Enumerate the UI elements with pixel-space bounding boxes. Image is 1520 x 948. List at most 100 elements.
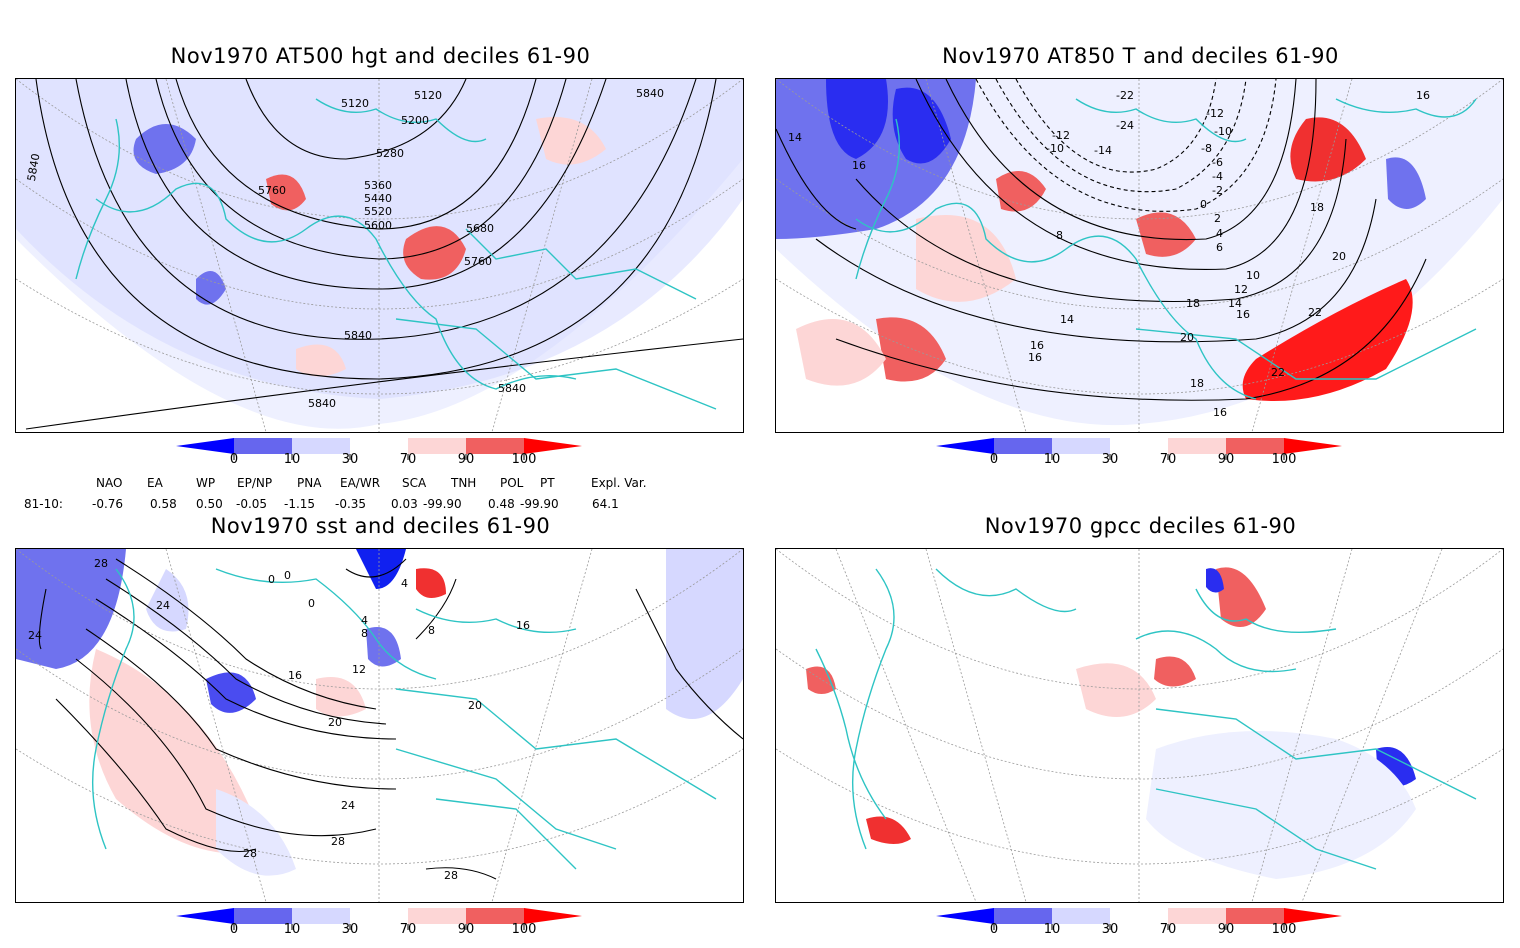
colorbar-swatch <box>466 438 524 454</box>
contour-label: 4 <box>401 577 408 590</box>
index-name: EA <box>147 476 163 490</box>
contour-label: 5840 <box>25 152 43 182</box>
index-value: -99.90 <box>520 497 559 511</box>
index-value: 0.48 <box>488 497 515 511</box>
contour-label: 5280 <box>376 147 404 160</box>
contour-label: 28 <box>243 847 257 860</box>
contour-label: 18 <box>1310 201 1324 214</box>
index-row-label: 81-10: <box>24 497 63 511</box>
contour-label: 20 <box>1332 250 1346 263</box>
contour-label: -12 <box>1052 129 1070 142</box>
contour-label: 0 <box>1200 198 1207 211</box>
contour-label: 0 <box>268 573 275 586</box>
map-panel-500hgt: 5120 5120 5200 5280 5360 5440 5520 5600 … <box>15 78 744 433</box>
index-table: NAO EA WP EP/NP PNA EA/WR SCA TNH POL PT… <box>0 476 760 516</box>
contour-label: 5520 <box>364 205 392 218</box>
index-value: -0.35 <box>335 497 367 511</box>
panel-title: Nov1970 AT850 T and deciles 61-90 <box>942 44 1339 68</box>
contour-label: -22 <box>1116 89 1134 102</box>
map-panel-gpcc <box>775 548 1504 903</box>
contour-label: 12 <box>352 663 366 676</box>
contour-label: 2 <box>1214 212 1221 225</box>
colorbar-swatch <box>408 438 466 454</box>
contour-label: 5840 <box>308 397 336 410</box>
contour-label: 5120 <box>341 97 369 110</box>
contour-label: 18 <box>1190 377 1204 390</box>
contour-label: 16 <box>1236 308 1250 321</box>
colorbar-label: 0 <box>229 922 239 937</box>
colorbar-label: 10 <box>1043 452 1061 467</box>
contour-label: 24 <box>156 599 170 612</box>
contour-label: 5680 <box>466 222 494 235</box>
contour-label: 16 <box>288 669 302 682</box>
contour-label: 24 <box>341 799 355 812</box>
colorbar-label: 70 <box>399 452 417 467</box>
index-name: PNA <box>297 476 322 490</box>
colorbar-swatch <box>350 438 408 454</box>
colorbar-label: 100 <box>511 452 537 467</box>
index-name: EP/NP <box>237 476 273 490</box>
contour-label: 5840 <box>344 329 372 342</box>
panel-title: Nov1970 gpcc deciles 61-90 <box>984 514 1297 538</box>
colorbar-swatch <box>1110 908 1168 924</box>
index-name: TNH <box>451 476 477 490</box>
contour-label: 24 <box>28 629 42 642</box>
colorbar: 0 10 30 70 90 100 <box>176 908 596 948</box>
contour-label: 16 <box>1416 89 1430 102</box>
colorbar-swatch <box>292 908 350 924</box>
index-name: PT <box>540 476 555 490</box>
colorbar-label: 30 <box>341 452 359 467</box>
contour-label: 5360 <box>364 179 392 192</box>
colorbar-label: 70 <box>1159 922 1177 937</box>
contour-label: 12 <box>1234 283 1248 296</box>
colorbar-swatch <box>1226 908 1284 924</box>
index-value: -0.05 <box>236 497 268 511</box>
contour-label: 5120 <box>414 89 442 102</box>
contour-label: 18 <box>1186 297 1200 310</box>
colorbar-swatch <box>408 908 466 924</box>
contour-label: -10 <box>1046 142 1064 155</box>
colorbar-swatch <box>1168 438 1226 454</box>
colorbar-swatch <box>994 438 1052 454</box>
contour-label: 6 <box>1216 241 1223 254</box>
colorbar-swatch <box>524 908 582 924</box>
colorbar-label: 100 <box>1271 922 1297 937</box>
contour-label: 8 <box>361 627 368 640</box>
contour-label: 22 <box>1308 306 1322 319</box>
index-value: 0.03 <box>391 497 418 511</box>
map-panel-sst: 28 24 24 0 0 0 4 4 8 8 12 16 16 20 20 24… <box>15 548 744 903</box>
colorbar-label: 30 <box>341 922 359 937</box>
colorbar-swatch <box>524 438 582 454</box>
colorbar-swatch <box>1284 908 1342 924</box>
contour-label: 5760 <box>258 184 286 197</box>
colorbar-graphic <box>936 438 1342 460</box>
contour-label: -4 <box>1212 170 1223 183</box>
index-name: WP <box>196 476 216 490</box>
contour-label: -2 <box>1212 184 1223 197</box>
contour-label: 14 <box>1060 313 1074 326</box>
colorbar-swatch <box>1052 438 1110 454</box>
colorbar: 0 10 30 70 90 100 <box>936 908 1356 948</box>
contour-label: 14 <box>788 131 802 144</box>
contour-label: 8 <box>428 624 435 637</box>
map-panel-850t: -22 -24 -12 -10 -14 -12 -10 -8 -6 -4 -2 … <box>775 78 1504 433</box>
colorbar-graphic <box>176 438 582 460</box>
contour-label: 5600 <box>364 219 392 232</box>
colorbar-label: 90 <box>457 452 475 467</box>
colorbar-swatch <box>292 438 350 454</box>
colorbar-label: 90 <box>1217 452 1235 467</box>
index-name: POL <box>500 476 524 490</box>
index-name: SCA <box>402 476 427 490</box>
index-value: -0.76 <box>92 497 124 511</box>
contour-label: 0 <box>284 569 291 582</box>
colorbar-swatch <box>936 438 994 454</box>
contour-label: 8 <box>1056 229 1063 242</box>
colorbar-swatch <box>350 908 408 924</box>
index-value: 0.58 <box>150 497 177 511</box>
contour-label: 4 <box>1216 227 1223 240</box>
contour-label: 14 <box>1228 297 1242 310</box>
panel-title: Nov1970 sst and deciles 61-90 <box>210 514 551 538</box>
colorbar-swatch <box>1052 908 1110 924</box>
colorbar-swatch <box>176 908 234 924</box>
contour-label: 5440 <box>364 192 392 205</box>
